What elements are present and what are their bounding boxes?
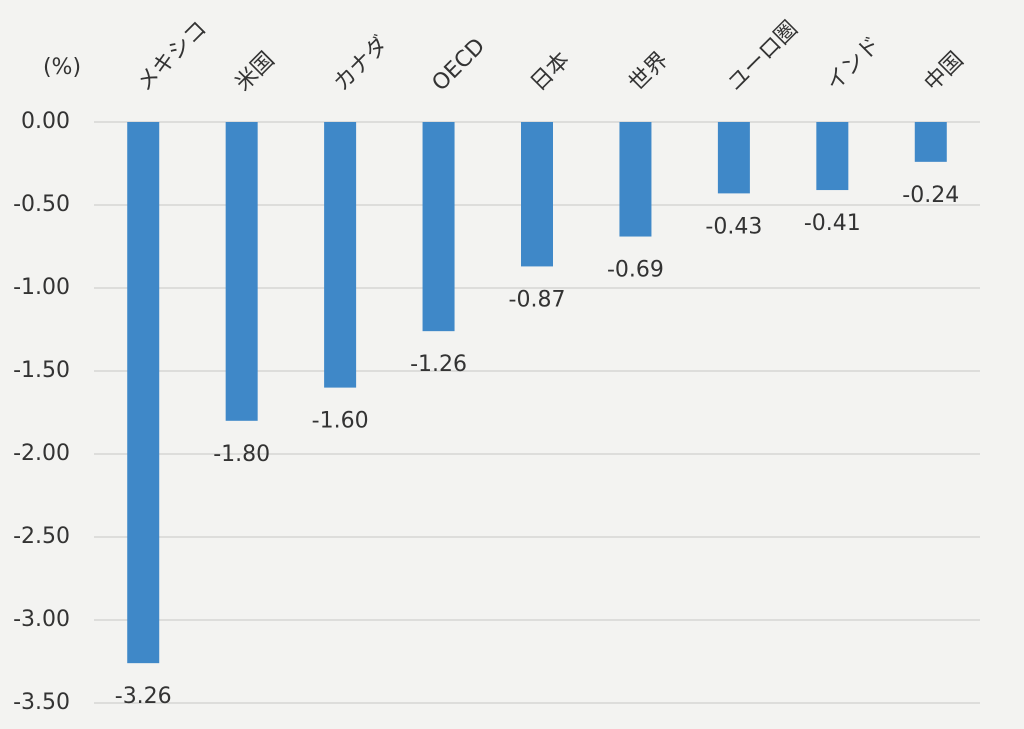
value-label: -0.43 <box>705 214 762 239</box>
y-tick-label: -1.50 <box>13 358 70 383</box>
bar <box>619 122 652 237</box>
value-label: -0.24 <box>902 183 959 208</box>
bar <box>324 122 357 388</box>
bar <box>816 122 849 191</box>
y-axis-label: (%) <box>43 55 81 80</box>
bar <box>717 122 750 194</box>
y-tick-label: -3.50 <box>13 690 70 715</box>
y-tick-label: -2.00 <box>13 441 70 466</box>
y-tick-label: -0.50 <box>13 192 70 217</box>
value-label: -0.87 <box>509 287 566 312</box>
value-label: -0.41 <box>804 211 861 236</box>
value-label: -1.60 <box>312 409 369 434</box>
bar <box>127 122 160 664</box>
bar <box>422 122 455 332</box>
value-label: -3.26 <box>115 684 172 709</box>
y-tick-label: -2.50 <box>13 524 70 549</box>
value-label: -0.69 <box>607 258 664 283</box>
bar <box>521 122 553 267</box>
y-tick-label: -1.00 <box>13 275 70 300</box>
bar <box>225 122 258 421</box>
value-label: -1.26 <box>410 352 467 377</box>
y-tick-label: 0.00 <box>21 109 70 134</box>
value-label: -1.80 <box>213 442 270 467</box>
y-tick-label: -3.00 <box>13 607 70 632</box>
bar <box>914 122 947 162</box>
